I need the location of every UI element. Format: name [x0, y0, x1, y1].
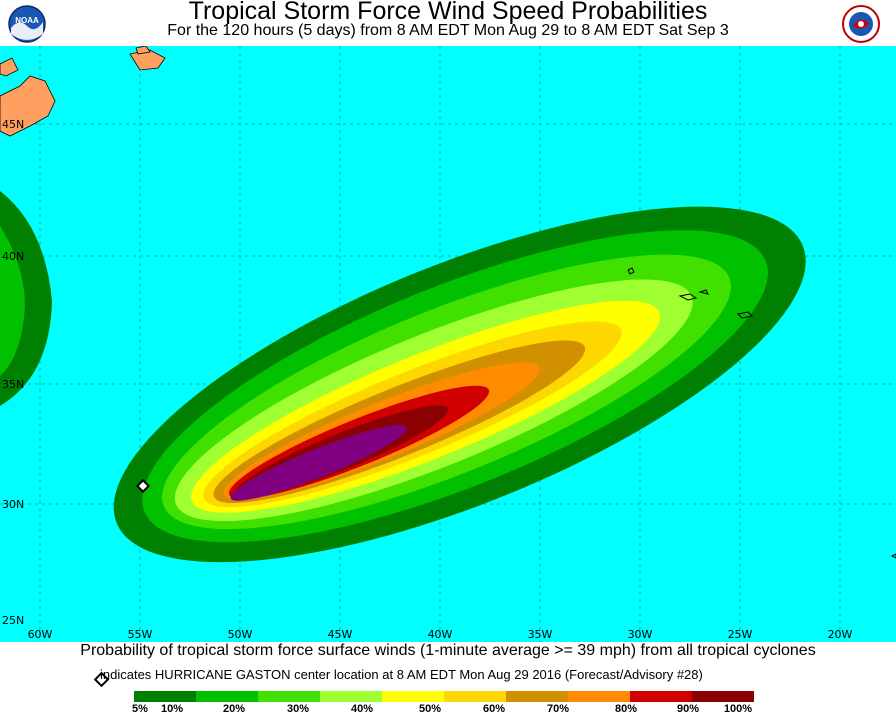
page-title: Tropical Storm Force Wind Speed Probabil…: [188, 0, 708, 25]
lon-label-25w: 25W: [728, 628, 753, 641]
legend-label: 50%: [418, 703, 442, 715]
legend-swatch-30-40: [320, 691, 382, 702]
map-caption: Probability of tropical storm force surf…: [80, 642, 816, 659]
contour-100: [230, 424, 408, 501]
svg-text:NOAA: NOAA: [15, 16, 39, 25]
legend-swatch-90-100: [692, 691, 754, 702]
lat-labels: 45N 40N 35N 30N 25N: [2, 118, 24, 627]
legend-label: 80%: [614, 703, 638, 715]
legend-label: 90%: [676, 703, 700, 715]
legend-label: 40%: [350, 703, 374, 715]
lon-label-30w: 30W: [628, 628, 653, 641]
legend-label: 60%: [482, 703, 506, 715]
legend-swatch-50-60: [444, 691, 506, 702]
legend-label: 100%: [723, 703, 753, 715]
lon-label-35w: 35W: [528, 628, 553, 641]
storm-location-marker: [135, 478, 151, 494]
lat-label-25n: 25N: [2, 614, 24, 627]
legend-swatch-40-50: [382, 691, 444, 702]
lat-label-45n: 45N: [2, 118, 24, 131]
islands: [627, 267, 896, 559]
legend-label: 70%: [546, 703, 570, 715]
legend-swatch-70-80: [568, 691, 630, 702]
legend-labels: 5% 10% 20% 30% 40% 50% 60% 70% 80% 90% 1…: [0, 703, 896, 716]
lat-label-40n: 40N: [2, 250, 24, 263]
lon-label-45w: 45W: [328, 628, 353, 641]
lat-label-35n: 35N: [2, 378, 24, 391]
storm-note: indicates HURRICANE GASTON center locati…: [100, 667, 703, 682]
lon-label-60w: 60W: [28, 628, 53, 641]
lon-label-55w: 55W: [128, 628, 153, 641]
land-masses: [0, 45, 166, 137]
noaa-logo: NOAA: [4, 4, 50, 44]
legend-swatch-80-90: [630, 691, 692, 702]
lon-label-50w: 50W: [228, 628, 253, 641]
legend-label: 5%: [132, 703, 148, 715]
legend-swatch-5-10: [134, 691, 196, 702]
legend-label: 30%: [286, 703, 310, 715]
legend-swatch-20-30: [258, 691, 320, 702]
legend-label: 20%: [222, 703, 246, 715]
header: NOAA Tropical Storm Force Wind Speed Pro…: [0, 0, 896, 46]
legend-label: 10%: [160, 703, 184, 715]
page-subtitle: For the 120 hours (5 days) from 8 AM EDT…: [167, 22, 729, 39]
probability-map: 45N 40N 35N 30N 25N 60W 55W 50W 45W 40W …: [0, 45, 896, 642]
probability-contours: [113, 206, 806, 563]
legend-swatch-60-70: [506, 691, 568, 702]
nws-logo: [838, 4, 884, 44]
lon-label-20w: 20W: [828, 628, 853, 641]
color-legend: [134, 691, 754, 702]
lon-labels: 60W 55W 50W 45W 40W 35W 30W 25W 20W: [28, 628, 853, 641]
legend-swatch-10-20: [196, 691, 258, 702]
lon-label-40w: 40W: [428, 628, 453, 641]
lat-label-30n: 30N: [2, 498, 24, 511]
west-contour-10: [0, 226, 25, 376]
